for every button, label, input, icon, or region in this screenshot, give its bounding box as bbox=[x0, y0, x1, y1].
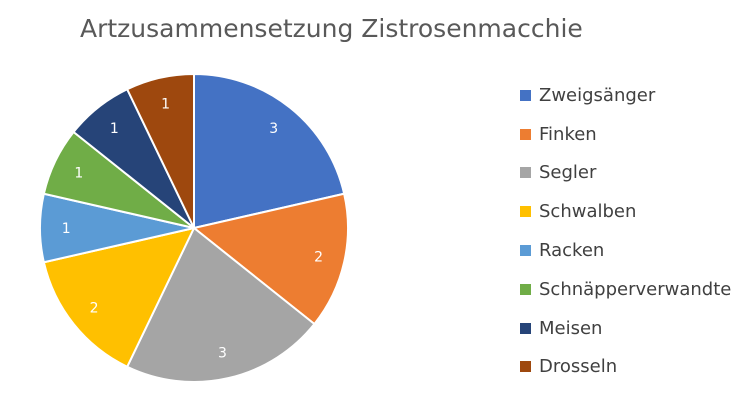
legend-item: Meisen bbox=[520, 309, 731, 348]
legend-label: Segler bbox=[539, 162, 597, 184]
legend-item: Schnäpperverwandte bbox=[520, 270, 731, 309]
legend-item: Drosseln bbox=[520, 348, 731, 387]
data-label-2: 3 bbox=[218, 346, 227, 362]
legend-label: Finken bbox=[539, 123, 597, 145]
legend-swatch bbox=[520, 245, 531, 257]
legend-label: Meisen bbox=[539, 317, 603, 339]
legend: Zweigsänger Finken Segler Schwalben Racken Sc… bbox=[520, 76, 731, 386]
legend-label: Schnäpperverwandte bbox=[539, 278, 732, 300]
data-label-4: 1 bbox=[62, 221, 71, 237]
data-label-0: 3 bbox=[269, 121, 278, 137]
legend-swatch bbox=[520, 89, 531, 101]
legend-label: Drosseln bbox=[539, 356, 618, 378]
pie-slice-7 bbox=[125, 72, 195, 229]
legend-item: Finken bbox=[520, 115, 731, 154]
legend-item: Racken bbox=[520, 231, 731, 270]
data-label-6: 1 bbox=[110, 121, 119, 137]
legend-swatch bbox=[520, 128, 531, 140]
data-label-5: 1 bbox=[74, 166, 83, 182]
pie-slice-0 bbox=[193, 72, 346, 230]
chart-title: Artzusammensetzung Zistrosenmacchie bbox=[80, 14, 583, 43]
legend-swatch bbox=[520, 322, 531, 334]
legend-item: Schwalben bbox=[520, 192, 731, 231]
pie-slice-3 bbox=[42, 226, 196, 369]
legend-item: Segler bbox=[520, 154, 731, 193]
data-label-7: 1 bbox=[161, 96, 170, 112]
legend-swatch bbox=[520, 361, 531, 373]
legend-swatch bbox=[520, 167, 531, 179]
pie-slice-2 bbox=[125, 226, 316, 383]
legend-label: Schwalben bbox=[539, 201, 637, 223]
legend-swatch bbox=[520, 206, 531, 218]
pie-slice-1 bbox=[191, 192, 349, 326]
legend-label: Zweigsänger bbox=[539, 84, 656, 106]
legend-label: Racken bbox=[539, 240, 605, 262]
legend-swatch bbox=[520, 283, 531, 295]
legend-item: Zweigsänger bbox=[520, 76, 731, 115]
data-label-3: 2 bbox=[90, 301, 99, 317]
data-label-1: 2 bbox=[314, 249, 323, 265]
